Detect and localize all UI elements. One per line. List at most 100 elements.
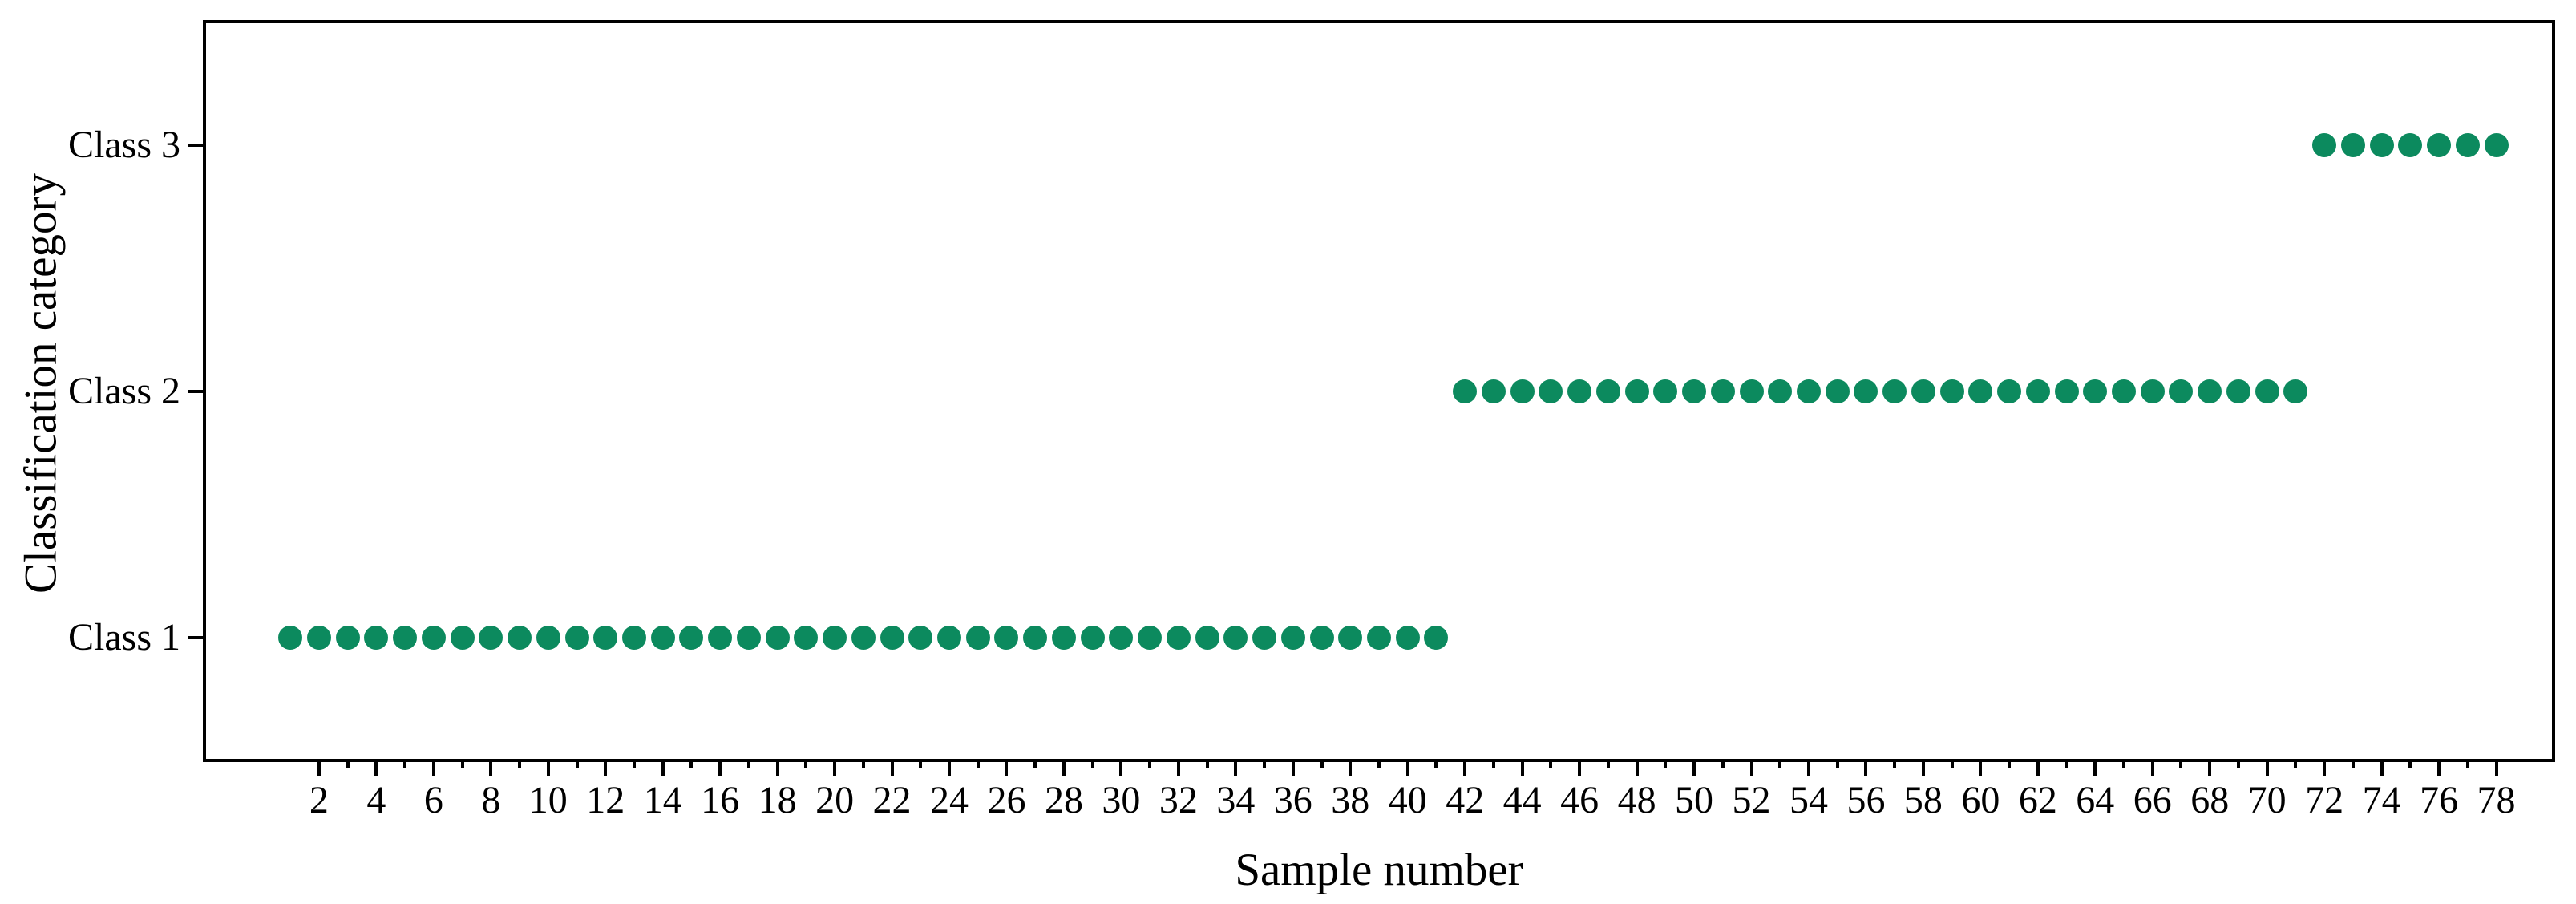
y-tick-label: Class 3 [67,123,180,166]
data-point [650,625,675,650]
x-major-tick [775,760,779,776]
x-major-tick [1405,760,1409,776]
data-point [994,625,1019,650]
x-tick-label: 28 [1044,779,1083,821]
x-tick-label: 76 [2420,779,2459,821]
x-major-tick [1005,760,1009,776]
x-minor-tick [1893,760,1897,768]
x-minor-tick [2064,760,2068,768]
data-point [393,625,418,650]
data-point [2427,132,2452,157]
x-major-tick [948,760,952,776]
x-tick-label: 64 [2076,779,2115,821]
x-tick-label: 36 [1273,779,1312,821]
data-point [1367,625,1391,650]
x-major-tick [1463,760,1467,776]
x-tick-label: 42 [1446,779,1485,821]
x-minor-tick [689,760,694,768]
x-tick-label: 52 [1732,779,1771,821]
x-tick-label: 18 [758,779,797,821]
data-point [1624,379,1649,403]
x-major-tick [604,760,608,776]
x-major-tick [2494,760,2498,776]
data-point [736,625,761,650]
data-point [536,625,560,650]
x-tick-label: 10 [528,779,568,821]
x-major-tick [2150,760,2154,776]
y-tick-label: Class 2 [67,369,180,412]
x-tick-label: 62 [2018,779,2057,821]
x-minor-tick [1205,760,1209,768]
data-point [278,625,303,650]
data-point [1280,625,1305,650]
x-tick-label: 26 [987,779,1026,821]
x-major-tick [833,760,837,776]
x-major-tick [1291,760,1295,776]
x-tick-label: 24 [930,779,969,821]
data-point [1481,379,1506,403]
x-tick-label: 20 [815,779,855,821]
x-major-tick [546,760,550,776]
x-minor-tick [746,760,750,768]
data-point [880,625,904,650]
data-point [1109,625,1134,650]
data-point [2255,379,2279,403]
x-minor-tick [1721,760,1725,768]
data-point [1968,379,1993,403]
x-minor-tick [575,760,579,768]
x-minor-tick [2294,760,2298,768]
data-point [2140,379,2165,403]
x-minor-tick [1835,760,1839,768]
x-minor-tick [1606,760,1610,768]
x-minor-tick [2408,760,2412,768]
data-point [937,625,962,650]
x-minor-tick [1664,760,1668,768]
x-major-tick [1062,760,1066,776]
x-tick-label: 30 [1102,779,1141,821]
data-point [1195,625,1219,650]
data-point [1739,379,1764,403]
x-minor-tick [518,760,522,768]
x-minor-tick [2179,760,2183,768]
data-point [1911,379,1935,403]
x-major-tick [317,760,321,776]
x-tick-label: 6 [423,779,443,821]
data-point [794,625,819,650]
data-point [2226,379,2250,403]
x-minor-tick [1950,760,1954,768]
x-tick-label: 66 [2133,779,2172,821]
data-point [1939,379,1964,403]
data-point [479,625,503,650]
x-tick-label: 78 [2477,779,2516,821]
x-minor-tick [1090,760,1094,768]
x-tick-label: 16 [701,779,740,821]
data-point [1338,625,1363,650]
data-point [1595,379,1620,403]
data-point [421,625,446,650]
x-minor-tick [1491,760,1495,768]
data-point [1424,625,1449,650]
x-tick-label: 50 [1675,779,1714,821]
x-major-tick [2208,760,2212,776]
x-minor-tick [861,760,865,768]
x-minor-tick [1033,760,1037,768]
data-point [2369,132,2394,157]
data-point [965,625,990,650]
x-tick-label: 56 [1846,779,1886,821]
data-point [1882,379,1907,403]
x-major-tick [374,760,378,776]
data-point [2169,379,2194,403]
data-point [450,625,475,650]
x-tick-label: 32 [1159,779,1198,821]
x-minor-tick [2122,760,2126,768]
x-tick-label: 58 [1903,779,1943,821]
data-point [1997,379,2022,403]
data-point [1080,625,1105,650]
data-point [1051,625,1076,650]
x-major-tick [431,760,435,776]
data-point [2283,379,2308,403]
x-minor-tick [804,760,808,768]
data-point [1395,625,1420,650]
data-point [1252,625,1277,650]
x-axis-title: Sample number [1235,845,1523,895]
